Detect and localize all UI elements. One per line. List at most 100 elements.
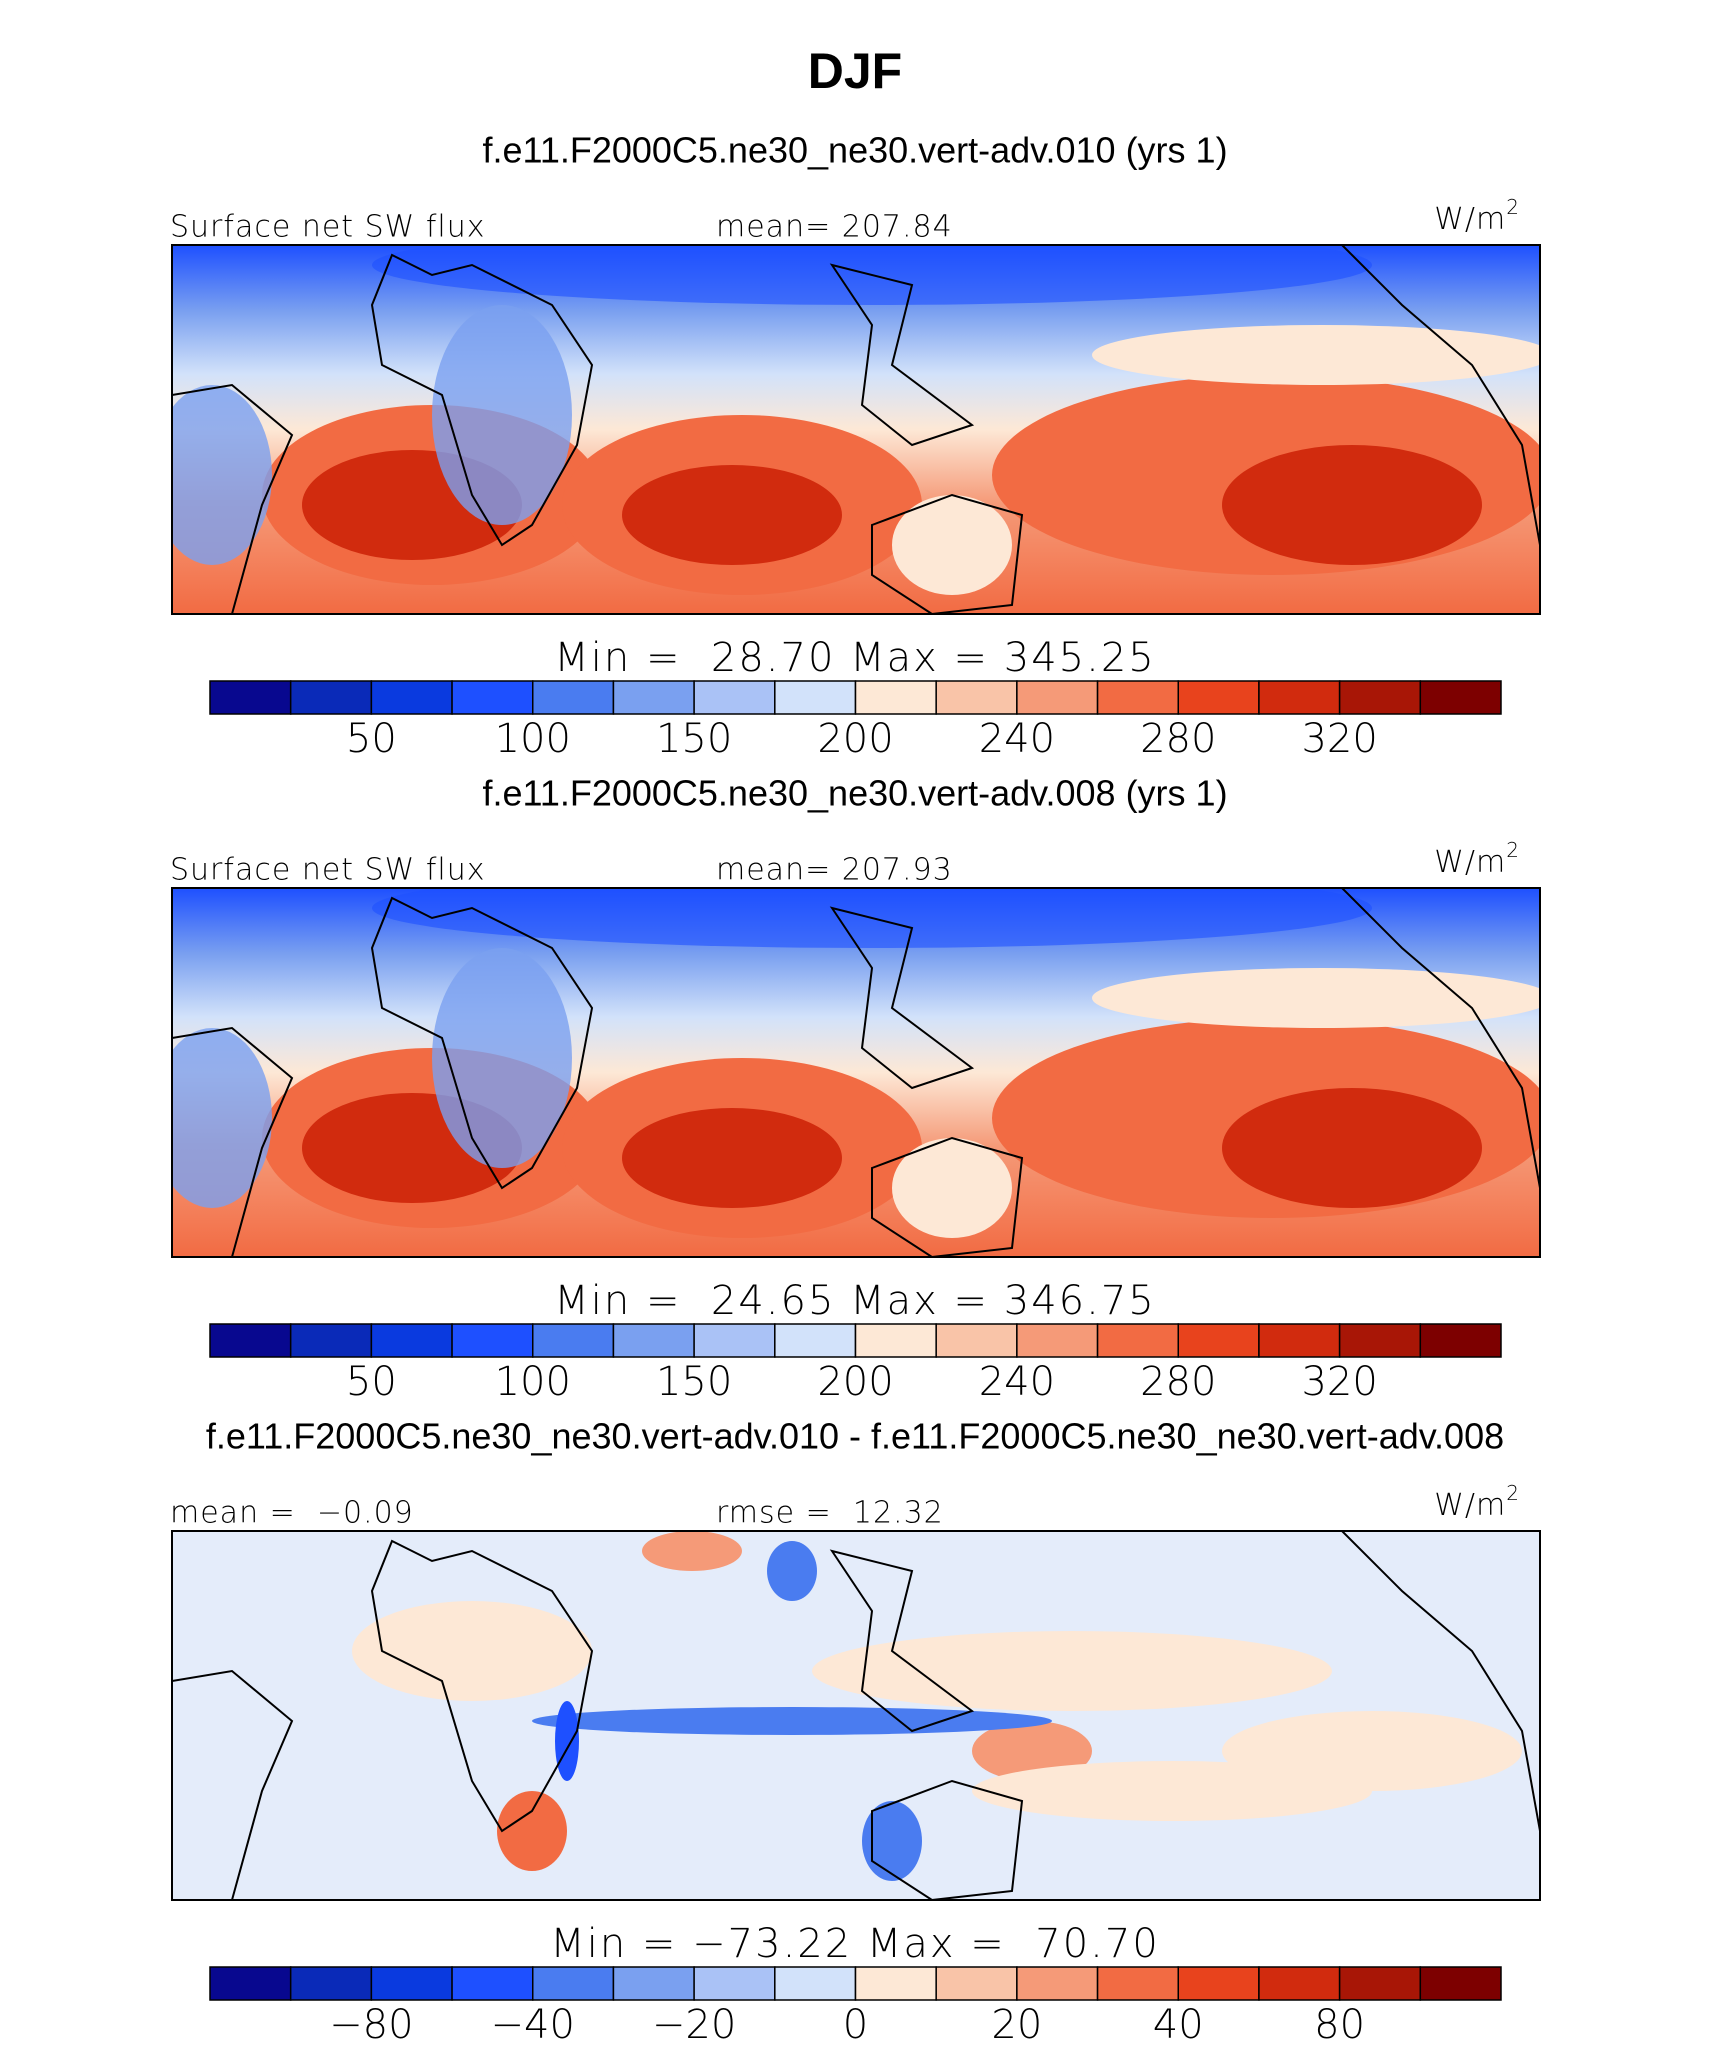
map <box>152 868 1552 1257</box>
panel: f.e11.F2000C5.ne30_ne30.vert-adv.008 (yr… <box>152 773 1552 1405</box>
colorbar-box <box>693 680 776 715</box>
colorbar-box <box>209 680 292 715</box>
colorbar-box <box>532 1323 615 1358</box>
colorbar-box <box>532 680 615 715</box>
colorbar-label: 80 <box>1314 2002 1365 2048</box>
colorbar-box <box>774 1966 857 2001</box>
colorbar-box <box>1419 1966 1502 2001</box>
colorbar-box <box>1096 1323 1179 1358</box>
colorbar-box <box>854 1966 937 2001</box>
colorbar-box <box>370 1966 453 2001</box>
colorbar-label: 240 <box>979 1359 1055 1405</box>
center-label: mean= 207.84 <box>716 210 953 245</box>
colorbar-box <box>935 680 1018 715</box>
center-label: rmse = 12.32 <box>716 1496 944 1531</box>
left-label: mean = −0.09 <box>170 1496 414 1531</box>
units-sup: 2 <box>1506 1481 1520 1505</box>
map-frame <box>171 244 1541 615</box>
map-frame <box>171 887 1541 1258</box>
colorbar-box <box>532 1966 615 2001</box>
colorbar-box <box>1177 680 1260 715</box>
colorbar-box <box>935 1966 1018 2001</box>
map <box>172 1531 1540 1900</box>
units-sup: 2 <box>1506 838 1520 862</box>
figure-title: DJF <box>808 43 902 99</box>
colorbar-label: 40 <box>1153 2002 1204 2048</box>
colorbar-label: −80 <box>329 2002 413 2048</box>
colorbar-box <box>854 1323 937 1358</box>
colorbar-box <box>289 1966 373 2001</box>
colorbar-label: 100 <box>495 716 571 762</box>
colorbar-box <box>1258 1323 1341 1358</box>
colorbar-box <box>774 1323 857 1358</box>
min-max: Min = −73.22 Max = 70.70 <box>550 1921 1160 1967</box>
colorbar-box <box>209 1966 292 2001</box>
colorbar-box <box>370 680 453 715</box>
panels: f.e11.F2000C5.ne30_ne30.vert-adv.010 (yr… <box>152 130 1552 2048</box>
colorbar-box <box>1016 1966 1099 2001</box>
colorbar-label: 150 <box>656 1359 732 1405</box>
colorbar-label: 20 <box>991 2002 1042 2048</box>
colorbar-label: 50 <box>346 716 397 762</box>
units: W/m2 <box>1434 1481 1520 1523</box>
units-text: W/m <box>1434 845 1506 880</box>
colorbar-label: 200 <box>817 716 893 762</box>
colorbar-box <box>1338 680 1422 715</box>
colorbar-box <box>451 1966 534 2001</box>
min-max: Min = 24.65 Max = 346.75 <box>554 1278 1155 1324</box>
colorbar-box <box>854 680 937 715</box>
units-text: W/m <box>1434 1488 1506 1523</box>
colorbar-box <box>209 1323 292 1358</box>
colorbar-box <box>1258 680 1341 715</box>
colorbar-label: 50 <box>346 1359 397 1405</box>
colorbar-label: 240 <box>979 716 1055 762</box>
colorbar-box <box>370 1323 453 1358</box>
colorbar-box <box>1338 1323 1422 1358</box>
colorbar-box <box>1177 1323 1260 1358</box>
colorbar-box <box>1338 1966 1422 2001</box>
colorbar-label: 100 <box>495 1359 571 1405</box>
case-title: f.e11.F2000C5.ne30_ne30.vert-adv.008 (yr… <box>482 773 1227 814</box>
colorbar-box <box>1419 680 1502 715</box>
colorbar-box <box>1258 1966 1341 2001</box>
colorbar-box <box>1016 680 1099 715</box>
left-label: Surface net SW flux <box>170 853 486 888</box>
colorbar-label: 200 <box>817 1359 893 1405</box>
colorbar-label: 150 <box>656 716 732 762</box>
left-label: Surface net SW flux <box>170 210 486 245</box>
center-label: mean= 207.93 <box>716 853 953 888</box>
colorbar-label: 280 <box>1140 1359 1216 1405</box>
case-title: f.e11.F2000C5.ne30_ne30.vert-adv.010 - f… <box>206 1416 1504 1457</box>
colorbar-box <box>612 1966 695 2001</box>
units: W/m2 <box>1434 195 1520 237</box>
colorbar-label: 0 <box>843 2002 868 2048</box>
colorbar-box <box>289 680 373 715</box>
colorbar-label: 320 <box>1301 1359 1377 1405</box>
colorbar-label: −20 <box>652 2002 736 2048</box>
colorbar-box <box>1096 680 1179 715</box>
colorbar-box <box>451 1323 534 1358</box>
units-sup: 2 <box>1506 195 1520 219</box>
case-title: f.e11.F2000C5.ne30_ne30.vert-adv.010 (yr… <box>482 130 1227 171</box>
colorbar-box <box>612 680 695 715</box>
colorbar-label: −40 <box>491 2002 575 2048</box>
min-max: Min = 28.70 Max = 345.25 <box>554 635 1155 681</box>
units: W/m2 <box>1434 838 1520 880</box>
map-frame <box>171 1530 1541 1901</box>
colorbar-box <box>612 1323 695 1358</box>
map <box>152 225 1552 614</box>
panel: f.e11.F2000C5.ne30_ne30.vert-adv.010 - f… <box>170 1416 1541 2048</box>
colorbar-box <box>451 680 534 715</box>
units-text: W/m <box>1434 202 1506 237</box>
colorbar-box <box>1177 1966 1260 2001</box>
colorbar-box <box>774 680 857 715</box>
colorbar-box <box>1096 1966 1179 2001</box>
colorbar-box <box>289 1323 373 1358</box>
colorbar-box <box>1419 1323 1502 1358</box>
colorbar-label: 280 <box>1140 716 1216 762</box>
colorbar-box <box>693 1323 776 1358</box>
colorbar-label: 320 <box>1301 716 1377 762</box>
panel: f.e11.F2000C5.ne30_ne30.vert-adv.010 (yr… <box>152 130 1552 762</box>
colorbar-box <box>935 1323 1018 1358</box>
